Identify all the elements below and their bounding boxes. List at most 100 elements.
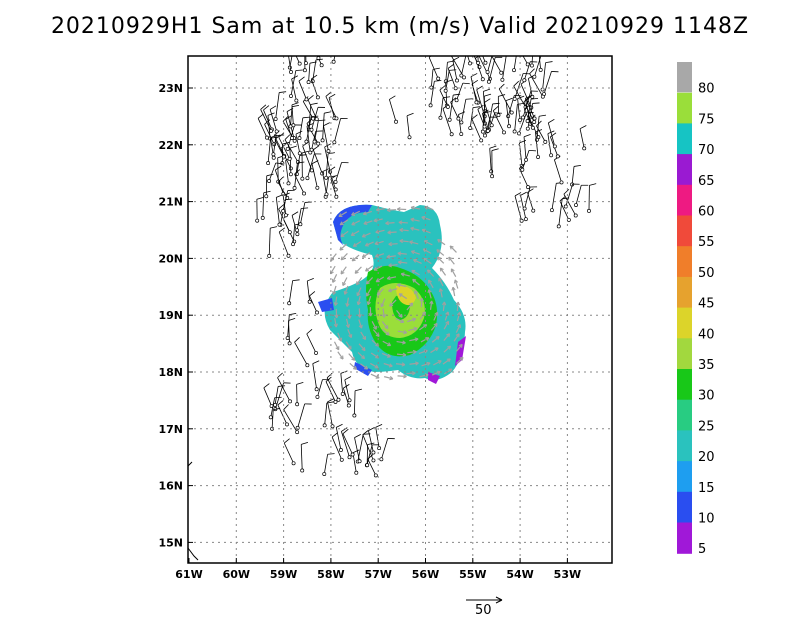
wind-vector — [430, 347, 439, 354]
barb-station — [288, 399, 292, 404]
wind-vector-head — [389, 376, 394, 381]
wind-vector-head — [354, 269, 359, 274]
wind-vector — [387, 276, 397, 280]
wind-barb-flag — [491, 148, 499, 151]
barb-station — [445, 104, 450, 109]
barb-station — [265, 135, 269, 140]
wind-barb — [439, 89, 449, 108]
wind-vector — [376, 288, 384, 296]
wind-barb-flag — [526, 111, 534, 114]
barb-station — [297, 151, 302, 156]
peak-wind-core — [396, 285, 416, 306]
wind-vector — [439, 288, 443, 298]
wind-barb — [482, 113, 488, 132]
wind-vector-head — [351, 221, 356, 226]
wind-barb — [505, 100, 510, 127]
wind-vector-head — [414, 290, 419, 295]
wind-barb-flag — [447, 63, 455, 69]
colorbar-label: 30 — [698, 389, 715, 404]
wind-vector — [443, 333, 451, 342]
wind-speed-field — [318, 204, 466, 384]
wind-barb — [311, 163, 318, 188]
wind-vector-head — [347, 345, 352, 350]
wind-barb-flag — [562, 197, 570, 200]
wind-barb — [312, 363, 318, 390]
wind-vector — [438, 277, 444, 287]
wind-barb-flag — [291, 102, 299, 106]
wind-vector — [400, 273, 410, 277]
colorbar-label: 50 — [698, 266, 715, 281]
wind-vector — [443, 368, 453, 375]
barb-station — [447, 117, 452, 122]
wind-vector — [424, 240, 433, 246]
wind-barb-flag — [519, 163, 526, 169]
wind-vector-head — [357, 314, 362, 318]
wind-vector — [456, 312, 461, 322]
wind-vector — [388, 264, 398, 267]
wind-vector — [421, 216, 431, 221]
wind-barb — [260, 109, 272, 132]
wind-vector-head — [403, 330, 408, 335]
wind-vector — [381, 321, 389, 329]
wind-barb — [263, 387, 272, 407]
wind-barb — [430, 69, 434, 88]
colorbar-segment — [677, 491, 692, 524]
barb-station — [536, 155, 541, 160]
wind-vector — [351, 254, 360, 262]
barb-station — [524, 157, 529, 162]
barb-station — [314, 350, 318, 355]
wind-barb-flag — [559, 196, 566, 202]
wind-barb — [342, 433, 353, 455]
wind-vector-head — [415, 361, 419, 366]
wind-barb — [285, 119, 293, 139]
colorbar-label: 80 — [698, 82, 715, 97]
wind-barb-flag — [282, 141, 290, 145]
wind-vector-head — [412, 317, 417, 322]
wind-vector-head — [342, 282, 347, 286]
barb-station — [267, 253, 272, 258]
barb-station — [455, 78, 459, 83]
wind-barb — [522, 56, 529, 65]
wind-barb-flag — [285, 198, 293, 201]
wind-barb-flag — [301, 441, 309, 445]
wind-barb — [445, 70, 450, 91]
barb-station — [540, 94, 545, 99]
wind-vector-head — [355, 281, 360, 286]
colorbar-segment — [677, 276, 692, 309]
wind-barb — [488, 112, 496, 130]
colorbar-segment — [677, 184, 692, 217]
wind-barb-flag — [450, 97, 457, 103]
wind-barb-flag — [367, 442, 375, 446]
wind-vector-head — [425, 337, 430, 341]
wind-vector — [372, 329, 380, 337]
wind-vector-head — [446, 333, 451, 338]
wind-barb-flag — [491, 50, 496, 55]
wind-barb — [452, 60, 458, 81]
wind-vector — [371, 339, 380, 347]
wind-barb-flag — [517, 95, 525, 99]
wind-barb-flag — [275, 162, 283, 165]
wind-vector-head — [438, 277, 443, 282]
wind-barb — [482, 112, 485, 132]
barb-station — [287, 301, 292, 306]
wind-vector-head — [361, 233, 366, 238]
wind-barb — [322, 113, 325, 141]
wind-vector — [456, 343, 463, 352]
barb-station — [456, 116, 461, 121]
wind-vector — [337, 332, 342, 342]
wind-barb-flag — [310, 31, 316, 35]
barb-station — [339, 457, 344, 462]
wind-vector — [382, 340, 391, 347]
barb-station — [485, 128, 490, 133]
wind-vector — [455, 324, 461, 333]
wind-vector — [407, 351, 417, 354]
wind-vector — [442, 358, 451, 365]
wind-barb-flag — [453, 93, 461, 96]
wind-vector — [362, 232, 371, 238]
wind-vector-head — [402, 340, 406, 345]
wind-barb — [449, 94, 454, 120]
barb-station — [285, 336, 290, 340]
wind-vector-head — [333, 302, 338, 306]
wind-barb-flag — [472, 106, 480, 108]
wind-barb-flag — [284, 134, 291, 140]
